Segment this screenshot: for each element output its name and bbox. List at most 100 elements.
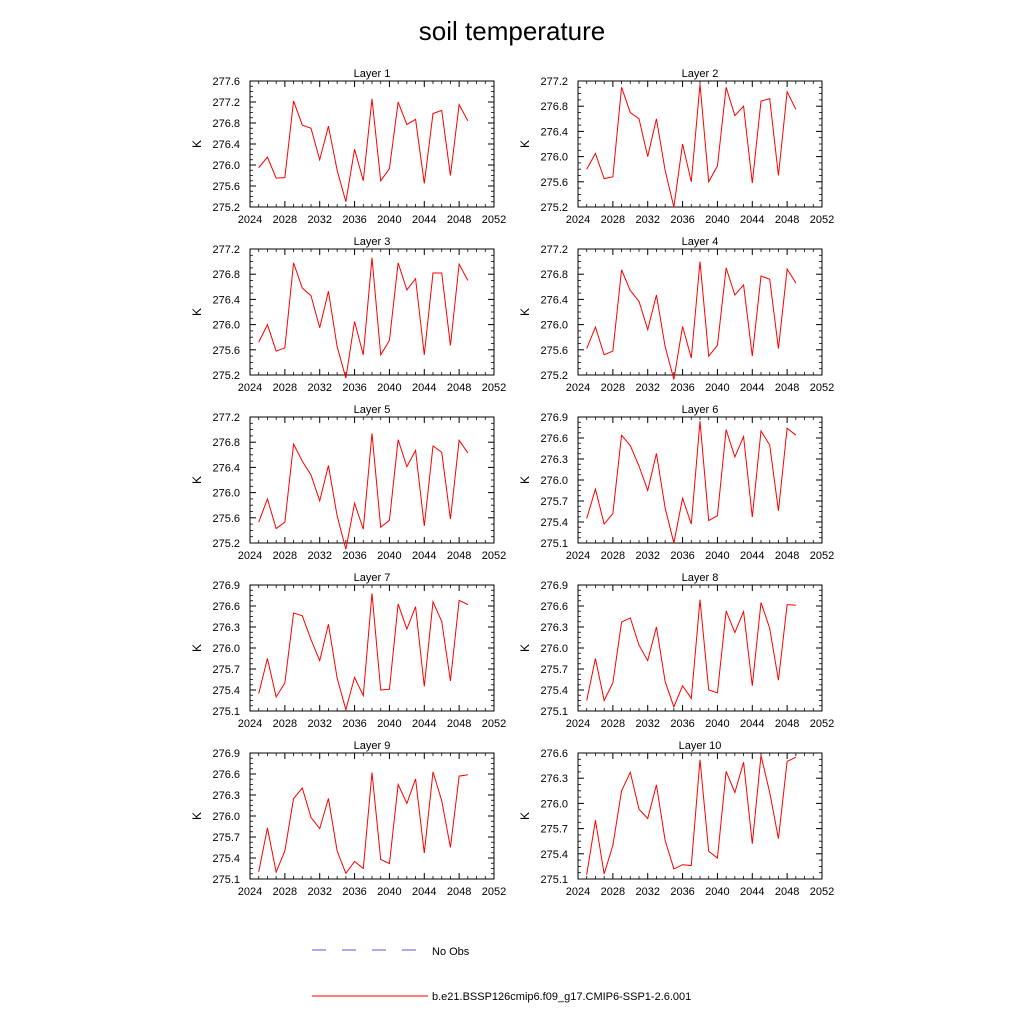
y-tick-label: 275.7 bbox=[540, 824, 568, 836]
series-line bbox=[258, 98, 469, 202]
x-tick-label: 2024 bbox=[238, 886, 262, 898]
x-tick-label: 2028 bbox=[273, 550, 297, 562]
x-tick-label: 2044 bbox=[412, 886, 436, 898]
y-tick-label: 275.7 bbox=[212, 832, 240, 844]
x-tick-label: 2024 bbox=[566, 550, 590, 562]
x-tick-label: 2052 bbox=[810, 886, 834, 898]
y-tick-label: 275.1 bbox=[540, 874, 568, 886]
y-tick-label: 277.2 bbox=[212, 244, 240, 256]
panel-layer-9: Layer 9 K 2024 2028 2032 2036 2040 2044 2048 2052… bbox=[190, 740, 506, 898]
x-tick-label: 2040 bbox=[377, 718, 401, 730]
x-tick-label: 2048 bbox=[447, 886, 471, 898]
y-tick-label: 276.3 bbox=[212, 790, 240, 802]
x-tick-label: 2044 bbox=[740, 718, 764, 730]
y-axis-label: K bbox=[190, 476, 204, 484]
x-tick-label: 2028 bbox=[601, 718, 625, 730]
x-tick-label: 2048 bbox=[447, 550, 471, 562]
y-axis-label: K bbox=[190, 308, 204, 316]
x-tick-label: 2052 bbox=[482, 718, 506, 730]
y-axis-label: K bbox=[518, 812, 532, 820]
x-tick-label: 2036 bbox=[670, 886, 694, 898]
x-tick-label: 2028 bbox=[273, 214, 297, 226]
x-tick-label: 2024 bbox=[238, 382, 262, 394]
panel-title: Layer 6 bbox=[682, 404, 719, 416]
y-tick-label: 276.8 bbox=[212, 269, 240, 281]
y-axis-label: K bbox=[518, 476, 532, 484]
x-tick-label: 2032 bbox=[307, 550, 331, 562]
x-tick-label: 2028 bbox=[601, 550, 625, 562]
y-tick-label: 275.2 bbox=[540, 370, 568, 382]
y-tick-label: 275.4 bbox=[540, 685, 568, 697]
y-tick-label: 276.9 bbox=[212, 580, 240, 592]
x-tick-label: 2040 bbox=[377, 382, 401, 394]
y-tick-label: 275.4 bbox=[212, 853, 240, 865]
y-tick-label: 275.6 bbox=[212, 345, 240, 357]
x-tick-label: 2024 bbox=[238, 550, 262, 562]
x-tick-label: 2036 bbox=[670, 382, 694, 394]
x-tick-label: 2036 bbox=[342, 718, 366, 730]
x-tick-label: 2024 bbox=[566, 214, 590, 226]
y-tick-label: 276.9 bbox=[540, 412, 568, 424]
panel-layer-10: Layer 10 K 2024 2028 2032 2036 2040 2044 2048 205… bbox=[518, 740, 834, 898]
x-tick-label: 2044 bbox=[412, 382, 436, 394]
series-line bbox=[586, 755, 797, 875]
x-tick-label: 2036 bbox=[342, 886, 366, 898]
x-tick-label: 2032 bbox=[635, 214, 659, 226]
series-line bbox=[586, 261, 797, 380]
panel-title: Layer 7 bbox=[354, 572, 391, 584]
x-tick-label: 2048 bbox=[775, 886, 799, 898]
x-tick-label: 2048 bbox=[447, 382, 471, 394]
panel-layer-2: Layer 2 K 2024 2028 2032 2036 2040 2044 2048 2052… bbox=[518, 68, 834, 226]
y-tick-label: 275.7 bbox=[212, 664, 240, 676]
x-tick-label: 2032 bbox=[635, 718, 659, 730]
y-tick-label: 276.0 bbox=[540, 320, 568, 332]
x-tick-label: 2052 bbox=[810, 382, 834, 394]
x-tick-label: 2040 bbox=[377, 214, 401, 226]
y-tick-label: 276.9 bbox=[540, 580, 568, 592]
y-tick-label: 277.2 bbox=[212, 412, 240, 424]
x-tick-label: 2040 bbox=[705, 382, 729, 394]
y-tick-label: 276.0 bbox=[212, 643, 240, 655]
x-tick-label: 2036 bbox=[670, 214, 694, 226]
y-tick-label: 276.8 bbox=[540, 101, 568, 113]
y-tick-label: 275.7 bbox=[540, 496, 568, 508]
panel-layer-5: Layer 5 K 2024 2028 2032 2036 2040 2044 2048 2052… bbox=[190, 404, 506, 562]
x-tick-label: 2032 bbox=[307, 718, 331, 730]
y-tick-label: 277.2 bbox=[540, 76, 568, 88]
y-tick-label: 276.4 bbox=[212, 139, 240, 151]
y-tick-label: 275.6 bbox=[540, 177, 568, 189]
x-tick-label: 2044 bbox=[412, 550, 436, 562]
x-tick-label: 2024 bbox=[238, 214, 262, 226]
x-tick-label: 2036 bbox=[342, 214, 366, 226]
y-tick-label: 277.6 bbox=[212, 76, 240, 88]
x-tick-label: 2044 bbox=[412, 718, 436, 730]
panel-title: Layer 5 bbox=[354, 404, 391, 416]
y-tick-label: 275.2 bbox=[540, 202, 568, 214]
x-tick-label: 2044 bbox=[740, 214, 764, 226]
panel-title: Layer 1 bbox=[354, 68, 391, 80]
y-tick-label: 275.1 bbox=[212, 706, 240, 718]
series-line bbox=[586, 421, 797, 544]
x-tick-label: 2028 bbox=[601, 382, 625, 394]
x-tick-label: 2040 bbox=[705, 718, 729, 730]
x-tick-label: 2024 bbox=[566, 382, 590, 394]
y-tick-label: 276.3 bbox=[212, 622, 240, 634]
figure-title: soil temperature bbox=[419, 16, 605, 46]
x-tick-label: 2028 bbox=[601, 214, 625, 226]
y-axis-label: K bbox=[190, 644, 204, 652]
y-tick-label: 275.2 bbox=[212, 370, 240, 382]
panel-title: Layer 3 bbox=[354, 236, 391, 248]
x-tick-label: 2048 bbox=[775, 214, 799, 226]
x-tick-label: 2040 bbox=[705, 550, 729, 562]
x-tick-label: 2036 bbox=[670, 718, 694, 730]
y-tick-label: 275.2 bbox=[212, 202, 240, 214]
y-tick-label: 275.1 bbox=[540, 706, 568, 718]
x-tick-label: 2024 bbox=[238, 718, 262, 730]
y-tick-label: 276.0 bbox=[212, 320, 240, 332]
x-tick-label: 2048 bbox=[447, 718, 471, 730]
x-tick-label: 2052 bbox=[482, 886, 506, 898]
x-tick-label: 2028 bbox=[601, 886, 625, 898]
y-tick-label: 276.4 bbox=[212, 462, 240, 474]
x-tick-label: 2024 bbox=[566, 886, 590, 898]
